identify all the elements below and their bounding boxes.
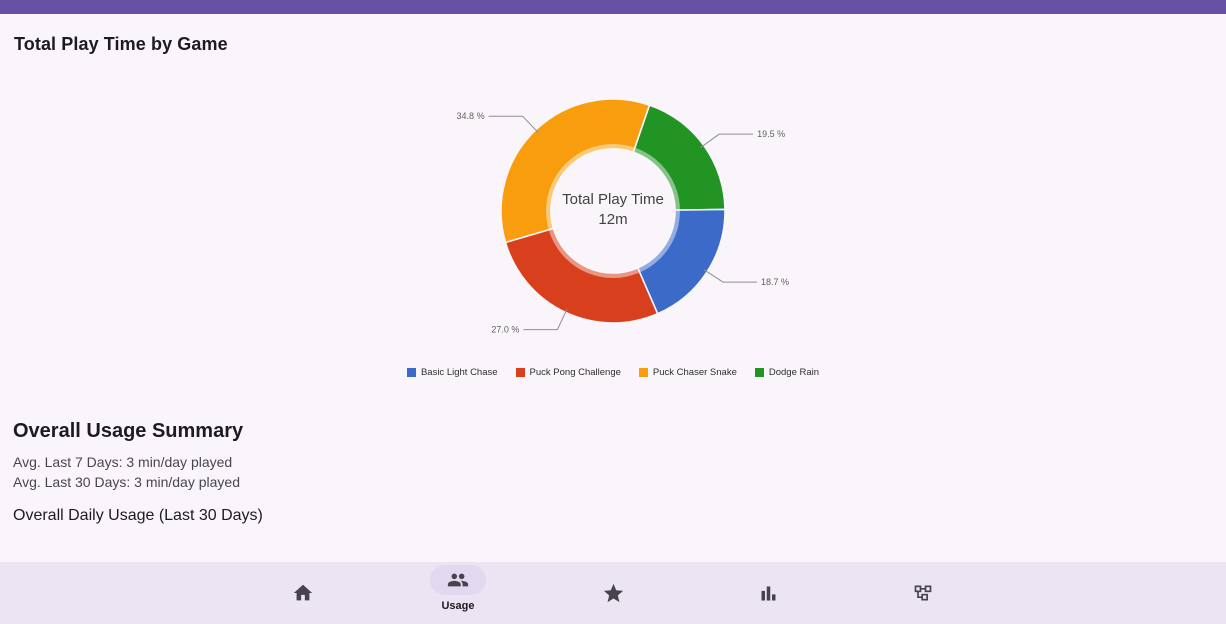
legend-swatch [638, 367, 648, 377]
legend-swatch [754, 367, 764, 377]
summary-heading: Overall Usage Summary [13, 420, 244, 442]
legend-swatch [406, 367, 416, 377]
legend-item-puck-pong-challenge: Puck Pong Challenge [515, 366, 621, 378]
slice-percent-label: 34.8 % [457, 111, 485, 121]
nav-item-usage[interactable]: Usage [381, 562, 536, 612]
group-icon [430, 565, 486, 595]
slice-percent-label: 19.5 % [757, 129, 785, 139]
legend-label: Puck Pong Challenge [529, 366, 621, 378]
bottom-navigation-bar: Usage [0, 562, 1226, 624]
bar-chart-icon [740, 578, 796, 608]
slice-leader-line [523, 308, 568, 331]
slice-percent-label: 27.0 % [491, 325, 519, 335]
donut-center-label: Total Play Time [562, 191, 664, 208]
donut-hole [551, 149, 675, 273]
legend-swatch [515, 367, 525, 377]
daily-usage-subheading: Overall Daily Usage (Last 30 Days) [13, 507, 263, 524]
slice-percent-label: 18.7 % [761, 277, 789, 287]
play-time-donut-chart: 19.5 % 18.7 % 27.0 % 34.8 % Total Play Time… [363, 95, 863, 385]
star-icon [585, 578, 641, 608]
page-title: Total Play Time by Game [14, 34, 228, 54]
donut-center-text: Total Play Time 12m [533, 190, 693, 230]
nav-item-stats[interactable] [691, 562, 846, 608]
slice-leader-line [700, 133, 754, 149]
nav-item-home[interactable] [226, 562, 381, 608]
avg-last-30-days: Avg. Last 30 Days: 3 min/day played [13, 474, 240, 490]
schema-icon [895, 578, 951, 608]
avg-last-7-days: Avg. Last 7 Days: 3 min/day played [13, 454, 233, 470]
legend-label: Basic Light Chase [420, 366, 498, 378]
slice-leader-line [488, 115, 539, 134]
nav-item-favorites[interactable] [536, 562, 691, 608]
nav-item-flow[interactable] [846, 562, 1001, 608]
legend-label: Puck Chaser Snake [652, 366, 737, 378]
slice-leader-line [703, 269, 758, 283]
donut-chart-svg: 19.5 % 18.7 % 27.0 % 34.8 % [457, 98, 789, 335]
legend-label: Dodge Rain [768, 366, 820, 378]
legend-item-dodge-rain: Dodge Rain [754, 366, 820, 378]
nav-item-usage-label: Usage [441, 600, 475, 612]
legend-item-puck-chaser-snake: Puck Chaser Snake [638, 366, 737, 378]
donut-center-value: 12m [598, 211, 628, 228]
legend-item-basic-light-chase: Basic Light Chase [406, 366, 498, 378]
top-app-bar [0, 0, 1226, 14]
home-icon [275, 578, 331, 608]
chart-legend: Basic Light Chase Puck Pong Challenge Puck… [0, 364, 1226, 380]
